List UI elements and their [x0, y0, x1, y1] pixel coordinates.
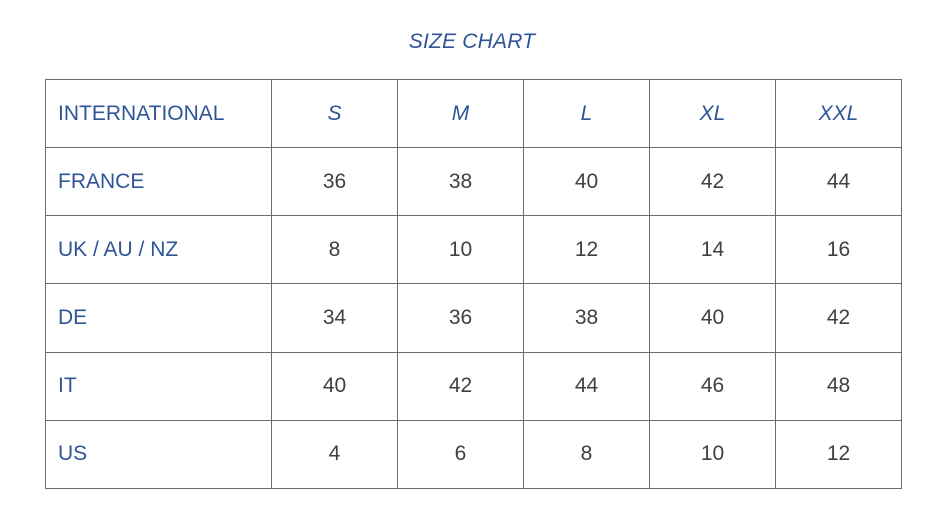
- table-cell: 12: [775, 419, 902, 490]
- table-cell: 8: [271, 215, 398, 285]
- table-cell: 6: [397, 419, 524, 490]
- table-cell: 34: [271, 283, 398, 353]
- table-cell: 42: [397, 351, 524, 421]
- table-cell: 42: [649, 147, 776, 217]
- table-cell: 44: [775, 147, 902, 217]
- header-size-s: S: [271, 78, 398, 149]
- header-size-l: L: [523, 78, 650, 149]
- table-cell: 16: [775, 215, 902, 285]
- table-cell: 38: [397, 147, 524, 217]
- table-cell: 8: [523, 419, 650, 490]
- header-size-xxl: XXL: [775, 78, 902, 149]
- row-label-uk-au-nz: UK / AU / NZ: [45, 215, 272, 285]
- header-size-m: M: [397, 78, 524, 149]
- header-size-xl: XL: [649, 78, 776, 149]
- table-cell: 38: [523, 283, 650, 353]
- table-cell: 40: [523, 147, 650, 217]
- table-cell: 36: [397, 283, 524, 353]
- table-cell: 44: [523, 351, 650, 421]
- table-row-france: FRANCE 36 38 40 42 44: [45, 147, 902, 217]
- row-label-de: DE: [45, 283, 272, 353]
- table-cell: 12: [523, 215, 650, 285]
- size-chart-table: INTERNATIONAL S M L XL XXL FRANCE 36 38 …: [45, 78, 902, 490]
- header-label-international: INTERNATIONAL: [45, 78, 272, 149]
- table-cell: 40: [649, 283, 776, 353]
- table-cell: 48: [775, 351, 902, 421]
- table-cell: 10: [649, 419, 776, 490]
- table-cell: 10: [397, 215, 524, 285]
- row-label-it: IT: [45, 351, 272, 421]
- table-cell: 42: [775, 283, 902, 353]
- row-label-us: US: [45, 419, 272, 490]
- table-cell: 4: [271, 419, 398, 490]
- row-label-france: FRANCE: [45, 147, 272, 217]
- table-row-de: DE 34 36 38 40 42: [45, 283, 902, 353]
- table-row-it: IT 40 42 44 46 48: [45, 351, 902, 421]
- table-header-row: INTERNATIONAL S M L XL XXL: [45, 78, 902, 149]
- table-row-us: US 4 6 8 10 12: [45, 419, 902, 490]
- table-row-uk-au-nz: UK / AU / NZ 8 10 12 14 16: [45, 215, 902, 285]
- table-cell: 40: [271, 351, 398, 421]
- page-title: SIZE CHART: [408, 30, 536, 53]
- table-cell: 14: [649, 215, 776, 285]
- table-cell: 36: [271, 147, 398, 217]
- table-cell: 46: [649, 351, 776, 421]
